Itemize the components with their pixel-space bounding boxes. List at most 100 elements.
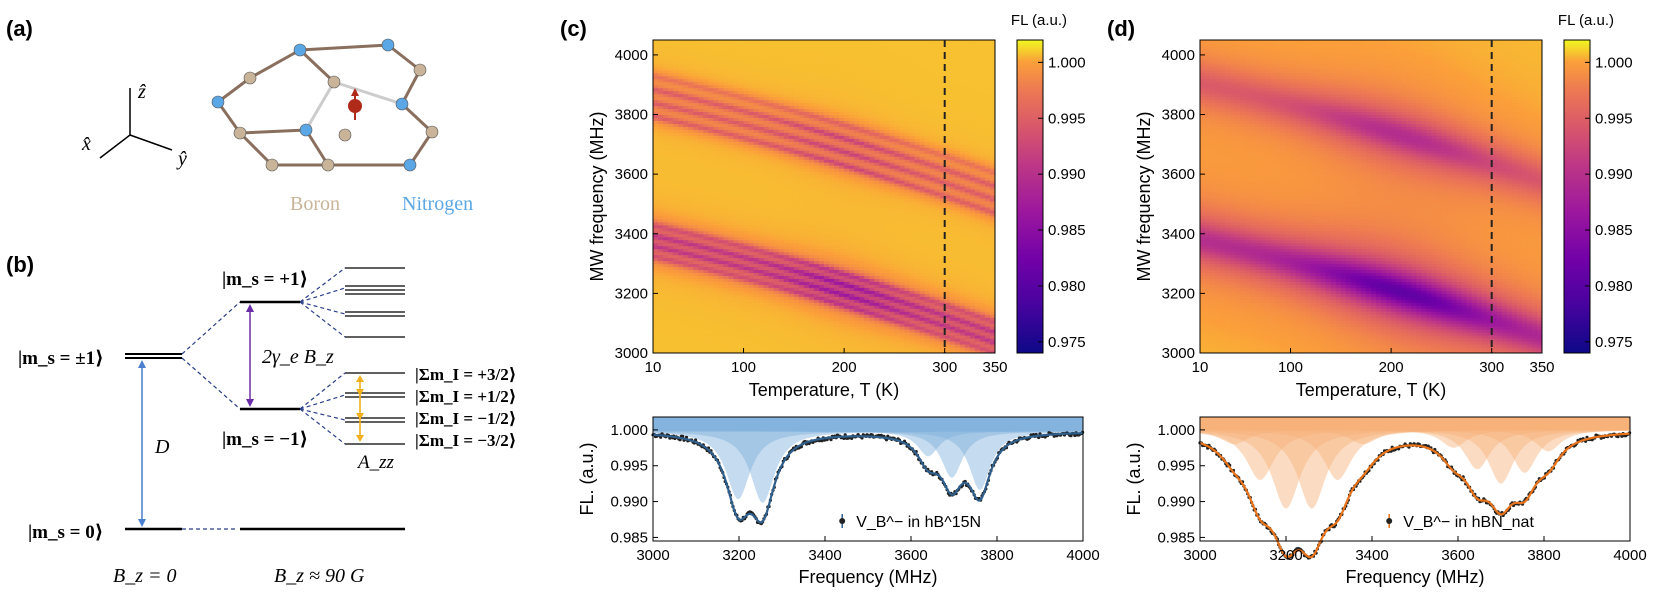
heatmap-cell [793, 54, 800, 59]
heatmap-cell [829, 200, 835, 205]
heatmap-cell [824, 51, 830, 56]
heatmap-cell [748, 233, 755, 238]
heatmap-cell [879, 311, 885, 315]
heatmap-cell [673, 260, 679, 265]
heatmap-cell [698, 54, 704, 59]
heatmap-cell [869, 42, 875, 47]
heatmap-cell [884, 144, 890, 148]
heatmap-cell [854, 266, 860, 271]
heatmap-cell [808, 120, 815, 124]
heatmap-cell [668, 329, 674, 333]
heatmap-cell [728, 296, 734, 300]
heatmap-cell [743, 200, 750, 205]
heatmap-cell [673, 287, 679, 291]
heatmap-cell [879, 60, 885, 65]
heatmap-cell [683, 299, 689, 303]
heatmap-cell [854, 123, 860, 127]
heatmap-cell [783, 132, 790, 136]
heatmap-cell [723, 302, 729, 306]
heatmap-cell [718, 168, 724, 172]
heatmap-cell [864, 186, 870, 190]
heatmap-cell [673, 114, 679, 118]
heatmap-cell [678, 242, 684, 247]
heatmap-cell [728, 218, 734, 223]
heatmap-cell [793, 168, 800, 172]
heatmap-cell [879, 45, 885, 50]
heatmap-cell [793, 260, 800, 265]
heatmap-cell [839, 230, 845, 235]
heatmap-cell [653, 105, 659, 110]
heatmap-cell [653, 209, 659, 214]
heatmap-cell [783, 284, 790, 288]
heatmap-cell [818, 117, 825, 121]
heatmap-cell [834, 263, 840, 268]
heatmap-cell [824, 129, 830, 133]
heatmap-cell [839, 45, 845, 50]
heatmap-cell [778, 120, 785, 124]
heatmap-cell [728, 236, 734, 241]
heatmap-cell [678, 183, 684, 187]
heatmap-cell [748, 141, 755, 145]
heatmap-cell [778, 203, 785, 208]
heatmap-cell [874, 308, 880, 312]
heatmap-cell [678, 192, 684, 196]
heatmap-cell [879, 171, 885, 175]
heatmap-cell [839, 278, 845, 282]
heatmap-cell [678, 186, 684, 190]
heatmap-cell [693, 245, 699, 250]
heatmap-cell [653, 153, 659, 157]
heatmap-cell [728, 111, 734, 116]
heatmap-cell [703, 344, 709, 348]
heatmap-cell [798, 81, 805, 86]
heatmap-cell [768, 63, 775, 68]
heatmap-cell [864, 197, 870, 202]
heatmap-cell [673, 69, 679, 74]
panel-label-d: (d) [1107, 16, 1135, 41]
heatmap-cell [818, 141, 825, 145]
heatmap-cell [803, 132, 810, 136]
heatmap-cell [844, 236, 850, 241]
heatmap-cell [803, 42, 810, 47]
heatmap-cell [854, 177, 860, 181]
heatmap-cell [663, 200, 669, 205]
heatmap-cell [818, 221, 825, 226]
heatmap-cell [683, 242, 689, 247]
heatmap-cell [758, 180, 765, 184]
heatmap-cell [653, 120, 659, 124]
heatmap-cell [778, 272, 785, 276]
heatmap-cell [658, 40, 664, 44]
heatmap-cell [844, 206, 850, 211]
heatmap-cell [803, 305, 810, 309]
heatmap-cell [683, 174, 689, 178]
heatmap-cell [718, 54, 724, 59]
heatmap-cell [768, 263, 775, 268]
heatmap-cell [738, 281, 745, 285]
heatmap-cell [743, 162, 750, 166]
heatmap-cell [788, 257, 795, 262]
heatmap-cell [778, 209, 785, 214]
label-zfs: D [154, 436, 170, 458]
heatmap-cell [663, 102, 669, 107]
heatmap-cell [839, 84, 845, 89]
heatmap-cell [869, 233, 875, 238]
heatmap-cell [788, 260, 795, 265]
heatmap-cell [713, 177, 719, 181]
heatmap-cell [803, 57, 810, 62]
heatmap-cell [783, 278, 790, 282]
heatmap-cell [728, 183, 734, 187]
heatmap-cell [773, 192, 780, 196]
heatmap-cell [678, 120, 684, 124]
heatmap-cell [733, 257, 739, 262]
lattice-bond [239, 128, 307, 135]
heatmap-cell [753, 45, 760, 50]
heatmap-cell [763, 108, 770, 113]
heatmap-cell [668, 54, 674, 59]
heatmap-cell [859, 147, 865, 151]
heatmap-cell [859, 323, 865, 327]
heatmap-cell [798, 329, 805, 333]
heatmap-cell [713, 54, 719, 59]
heatmap-cell [733, 90, 739, 95]
heatmap-cell [869, 48, 875, 53]
heatmap-cell [879, 114, 885, 118]
heatmap-cell [768, 60, 775, 65]
